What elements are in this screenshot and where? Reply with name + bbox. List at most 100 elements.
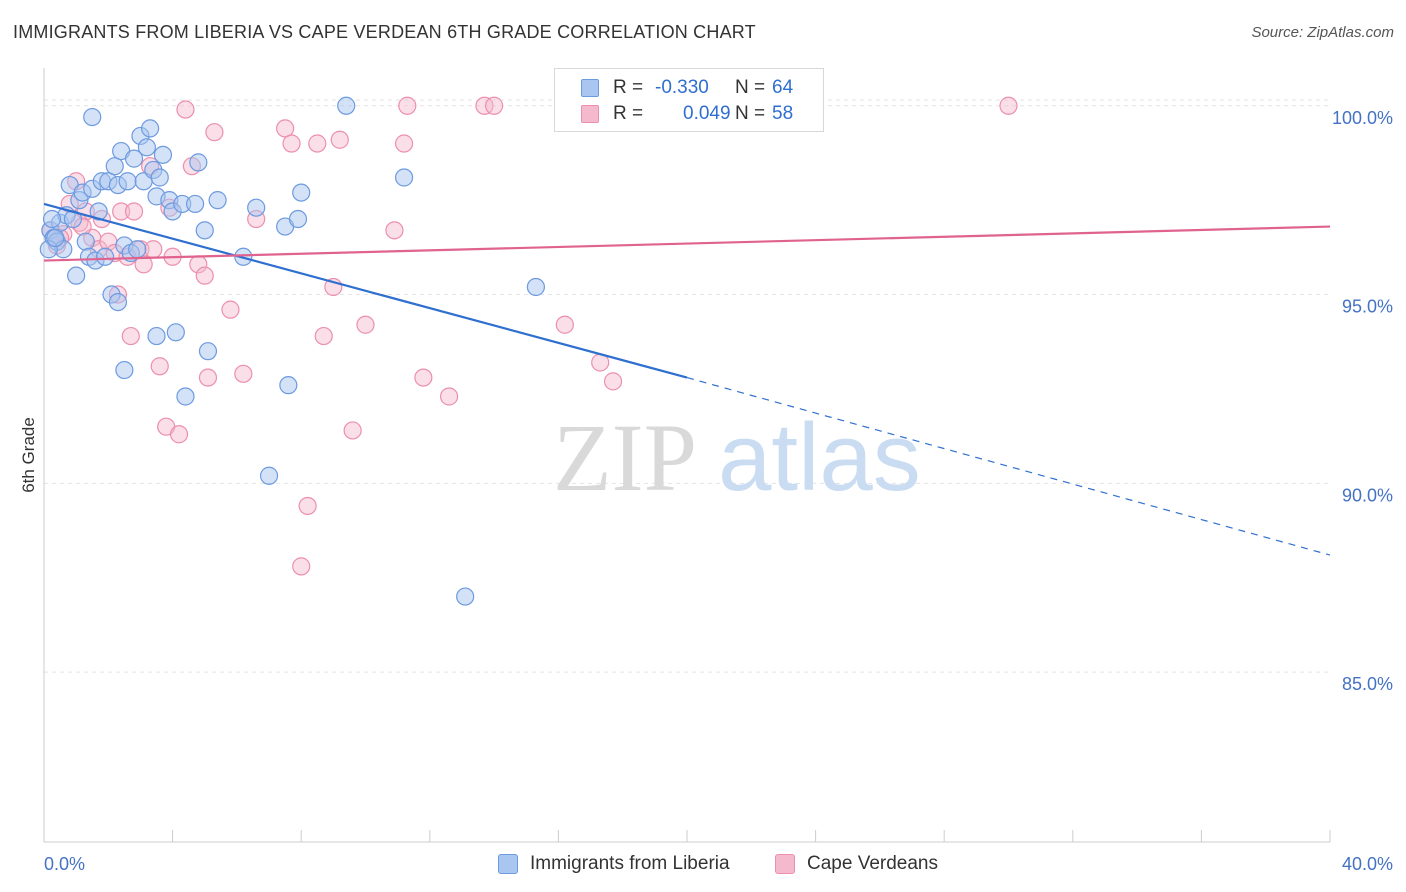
point-cape-verdean bbox=[314, 326, 333, 346]
y-tick-label: 85.0% bbox=[1342, 674, 1393, 694]
bottom-legend-label: Cape Verdeans bbox=[807, 853, 938, 874]
point-liberia bbox=[176, 387, 195, 406]
point-cape-verdean bbox=[394, 134, 414, 153]
point-liberia bbox=[288, 209, 308, 229]
point-cape-verdean bbox=[603, 372, 623, 391]
point-cape-verdean bbox=[999, 96, 1018, 115]
x-tick-label: 0.0% bbox=[44, 854, 85, 874]
legend-n-value: 64 bbox=[772, 77, 794, 98]
y-tick-label: 100.0% bbox=[1332, 108, 1393, 128]
point-liberia bbox=[67, 266, 86, 285]
point-liberia bbox=[259, 466, 279, 485]
point-liberia bbox=[46, 228, 65, 248]
point-cape-verdean bbox=[134, 255, 153, 274]
point-cape-verdean bbox=[439, 387, 459, 406]
bottom-legend-swatch-pink bbox=[775, 854, 795, 874]
point-liberia bbox=[198, 342, 218, 361]
point-cape-verdean bbox=[475, 96, 494, 115]
point-liberia bbox=[195, 221, 214, 240]
trend-cape-verdeans bbox=[43, 225, 1331, 262]
point-liberia bbox=[526, 277, 545, 297]
point-liberia bbox=[279, 376, 298, 395]
point-liberia bbox=[105, 157, 124, 176]
axes bbox=[43, 68, 1331, 843]
y-tick-label: 90.0% bbox=[1342, 485, 1393, 505]
legend-n-value: 58 bbox=[772, 103, 794, 124]
legend-r-value: -0.330 bbox=[655, 77, 709, 98]
point-liberia bbox=[83, 107, 102, 127]
series-liberia-points bbox=[39, 96, 545, 606]
point-cape-verdean bbox=[112, 202, 131, 221]
legend-n-label: N = bbox=[735, 103, 766, 124]
legend-n-label: N = bbox=[735, 77, 766, 98]
point-liberia bbox=[189, 153, 208, 172]
point-liberia bbox=[337, 96, 356, 115]
point-liberia bbox=[118, 172, 137, 191]
point-liberia bbox=[89, 202, 108, 221]
point-liberia bbox=[292, 183, 311, 202]
point-liberia bbox=[124, 149, 144, 168]
point-liberia bbox=[42, 209, 62, 229]
x-tick-label: 40.0% bbox=[1342, 854, 1393, 874]
bottom-legend-label: Immigrants from Liberia bbox=[530, 853, 730, 874]
trend-lines bbox=[43, 202, 1331, 556]
point-cape-verdean bbox=[276, 119, 295, 138]
point-cape-verdean bbox=[308, 134, 327, 153]
watermark: ZIP atlas bbox=[553, 404, 921, 511]
legend: R = -0.330 N = 64 R = 0.049 N = 58 bbox=[554, 68, 824, 132]
legend-r-value: 0.049 bbox=[683, 103, 731, 124]
point-liberia bbox=[128, 240, 147, 259]
point-cape-verdean bbox=[385, 221, 404, 240]
point-liberia bbox=[76, 232, 95, 251]
watermark-zip: ZIP bbox=[553, 404, 697, 511]
point-cape-verdean bbox=[485, 96, 504, 115]
point-cape-verdean bbox=[144, 240, 163, 259]
point-liberia bbox=[108, 292, 128, 312]
y-tick-label: 95.0% bbox=[1342, 297, 1393, 317]
y-axis-title: 6th Grade bbox=[19, 417, 38, 493]
point-cape-verdean bbox=[343, 421, 362, 440]
point-liberia bbox=[394, 168, 414, 187]
legend-swatch-blue bbox=[581, 79, 599, 97]
grid-lines bbox=[44, 99, 1330, 673]
point-cape-verdean bbox=[205, 123, 224, 142]
legend-swatch-pink bbox=[581, 105, 599, 123]
point-cape-verdean bbox=[198, 368, 218, 387]
point-cape-verdean bbox=[150, 357, 169, 376]
trend-liberia bbox=[43, 202, 688, 379]
tick-labels: 85.0% 90.0% 95.0% 100.0% 0.0% 40.0% bbox=[44, 108, 1393, 874]
point-cape-verdean bbox=[169, 425, 189, 444]
point-liberia bbox=[95, 247, 115, 266]
legend-r-label: R = bbox=[613, 103, 644, 124]
point-cape-verdean bbox=[330, 130, 349, 149]
point-cape-verdean bbox=[121, 326, 140, 346]
point-cape-verdean bbox=[356, 315, 375, 334]
point-liberia bbox=[140, 119, 160, 138]
point-liberia bbox=[153, 145, 173, 164]
point-cape-verdean bbox=[292, 557, 311, 576]
point-cape-verdean bbox=[282, 134, 301, 153]
point-liberia bbox=[115, 360, 134, 380]
point-liberia bbox=[137, 138, 156, 157]
watermark-atlas: atlas bbox=[718, 404, 921, 511]
point-cape-verdean bbox=[221, 300, 240, 319]
point-cape-verdean bbox=[298, 496, 317, 516]
point-cape-verdean bbox=[414, 368, 433, 387]
bottom-legend-swatch-blue bbox=[498, 854, 518, 874]
legend-r-label: R = bbox=[613, 77, 644, 98]
point-cape-verdean bbox=[195, 266, 214, 285]
point-liberia bbox=[166, 323, 185, 342]
point-cape-verdean bbox=[555, 315, 574, 334]
point-liberia bbox=[63, 209, 83, 229]
point-liberia bbox=[150, 168, 169, 187]
point-cape-verdean bbox=[124, 202, 144, 221]
point-liberia bbox=[456, 587, 475, 606]
source-label: Source: ZipAtlas.com bbox=[1251, 24, 1394, 41]
point-cape-verdean bbox=[398, 96, 417, 115]
point-cape-verdean bbox=[234, 364, 253, 383]
point-liberia bbox=[247, 198, 266, 217]
chart-title: IMMIGRANTS FROM LIBERIA VS CAPE VERDEAN … bbox=[13, 22, 756, 42]
point-liberia bbox=[147, 326, 166, 346]
point-cape-verdean bbox=[176, 100, 195, 119]
